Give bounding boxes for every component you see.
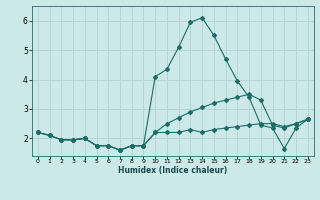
- X-axis label: Humidex (Indice chaleur): Humidex (Indice chaleur): [118, 166, 228, 175]
